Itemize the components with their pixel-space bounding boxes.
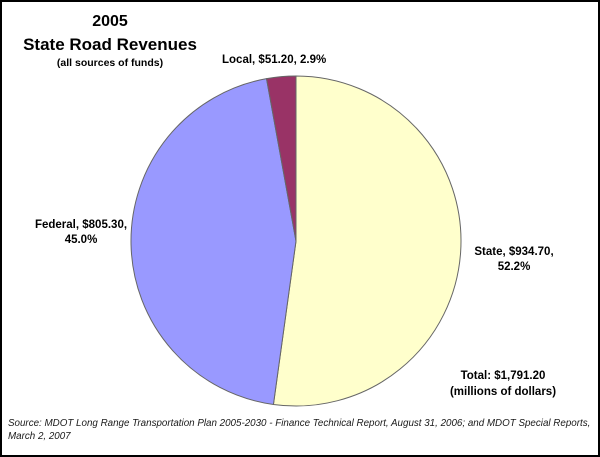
title-subtitle: (all sources of funds)	[56, 57, 164, 69]
title-main: State Road Revenues	[23, 35, 197, 54]
source-note-line2: March 2, 2007	[8, 431, 71, 442]
pie-slice-state	[272, 75, 462, 407]
total-label-line2: (millions of dollars)	[449, 386, 557, 398]
pie-slice-local	[265, 75, 297, 242]
slice-label-state-line2: 52.2%	[497, 261, 531, 273]
source-note: Source: MDOT Long Range Transportation P…	[8, 417, 594, 443]
source-note-line1: Source: MDOT Long Range Transportation P…	[8, 418, 591, 429]
slice-label-state-line1: State, $934.70,	[474, 246, 554, 258]
slice-label-federal-line1: Federal, $805.30,	[34, 219, 128, 231]
slice-label-state: State, $934.70, 52.2%	[447, 245, 581, 275]
total-label-line1: Total: $1,791.20	[460, 370, 546, 382]
title-year: 2005	[92, 13, 128, 30]
total-label: Total: $1,791.20 (millions of dollars)	[423, 368, 583, 400]
slice-label-federal: Federal, $805.30, 45.0%	[14, 218, 148, 248]
slice-label-federal-line2: 45.0%	[64, 234, 98, 246]
pie-slice-federal	[130, 78, 297, 406]
slice-label-local: Local, $51.20, 2.9%	[222, 54, 327, 66]
chart-title: 2005 State Road Revenues (all sources of…	[12, 12, 208, 70]
